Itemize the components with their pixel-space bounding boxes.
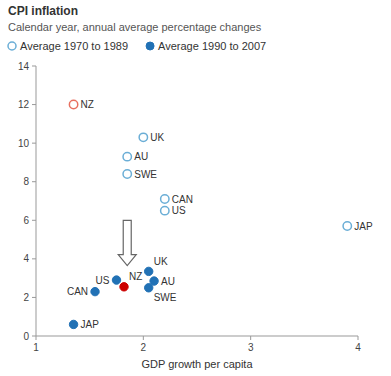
point-label: CAN bbox=[172, 194, 193, 205]
point-label: JAP bbox=[81, 319, 100, 330]
legend-label: Average 1970 to 1989 bbox=[20, 40, 128, 52]
point-label: UK bbox=[154, 256, 168, 267]
point bbox=[161, 206, 169, 214]
y-tick bbox=[32, 181, 36, 182]
legend-marker bbox=[146, 42, 154, 50]
arrow bbox=[118, 220, 136, 265]
point-label: CAN bbox=[67, 286, 88, 297]
point bbox=[123, 170, 131, 178]
plot-area bbox=[69, 100, 351, 328]
point-label: NZ bbox=[81, 99, 94, 110]
point-label: JAP bbox=[354, 221, 373, 232]
chart: CPI inflation Calendar year, annual avera… bbox=[0, 0, 391, 376]
legend: Average 1970 to 1989 Average 1990 to 2007 bbox=[8, 40, 266, 52]
point bbox=[69, 100, 77, 108]
point bbox=[123, 152, 131, 160]
y-tick-label: 10 bbox=[18, 138, 30, 149]
point bbox=[145, 267, 153, 275]
point bbox=[145, 284, 153, 292]
y-tick-label: 6 bbox=[23, 215, 29, 226]
point-label: SWE bbox=[134, 169, 157, 180]
legend-label: Average 1990 to 2007 bbox=[158, 40, 266, 52]
y-tick bbox=[32, 336, 36, 337]
axes: 123402468101214GDP growth per capita bbox=[18, 61, 361, 371]
x-tick bbox=[358, 336, 359, 340]
y-tick-label: 12 bbox=[18, 99, 30, 110]
point-label: AU bbox=[134, 151, 148, 162]
x-axis-label: GDP growth per capita bbox=[141, 358, 253, 370]
point-label: NZ bbox=[129, 271, 142, 282]
point bbox=[139, 133, 147, 141]
y-tick-label: 2 bbox=[23, 292, 29, 303]
point-label: UK bbox=[150, 132, 164, 143]
y-tick-label: 0 bbox=[23, 331, 29, 342]
x-tick-label: 4 bbox=[355, 342, 361, 353]
x-axis-line bbox=[36, 336, 358, 337]
x-tick-label: 2 bbox=[141, 342, 147, 353]
x-tick-label: 1 bbox=[33, 342, 39, 353]
point-labels: NZUKAUSWECANUSJAPJAPCANUSNZUKAUSWE bbox=[67, 99, 373, 330]
subtitle: Calendar year, annual average percentage… bbox=[8, 21, 262, 33]
x-tick-label: 3 bbox=[248, 342, 254, 353]
point bbox=[161, 195, 169, 203]
point-label: AU bbox=[161, 276, 175, 287]
point-label: SWE bbox=[154, 292, 177, 303]
legend-marker bbox=[8, 42, 16, 50]
x-tick bbox=[36, 336, 37, 340]
y-tick bbox=[32, 220, 36, 221]
y-tick bbox=[32, 143, 36, 144]
point-label: US bbox=[172, 205, 186, 216]
point bbox=[112, 276, 120, 284]
point bbox=[69, 320, 77, 328]
point bbox=[120, 283, 128, 291]
point bbox=[343, 222, 351, 230]
point bbox=[91, 287, 99, 295]
y-tick bbox=[32, 66, 36, 67]
y-tick bbox=[32, 104, 36, 105]
y-tick-label: 8 bbox=[23, 176, 29, 187]
x-tick bbox=[143, 336, 144, 340]
title: CPI inflation bbox=[8, 4, 78, 18]
point-label: US bbox=[96, 275, 110, 286]
y-tick-label: 14 bbox=[18, 61, 30, 72]
y-tick-label: 4 bbox=[23, 253, 29, 264]
y-tick bbox=[32, 258, 36, 259]
y-tick bbox=[32, 297, 36, 298]
y-axis-line bbox=[36, 66, 37, 336]
x-tick bbox=[250, 336, 251, 340]
